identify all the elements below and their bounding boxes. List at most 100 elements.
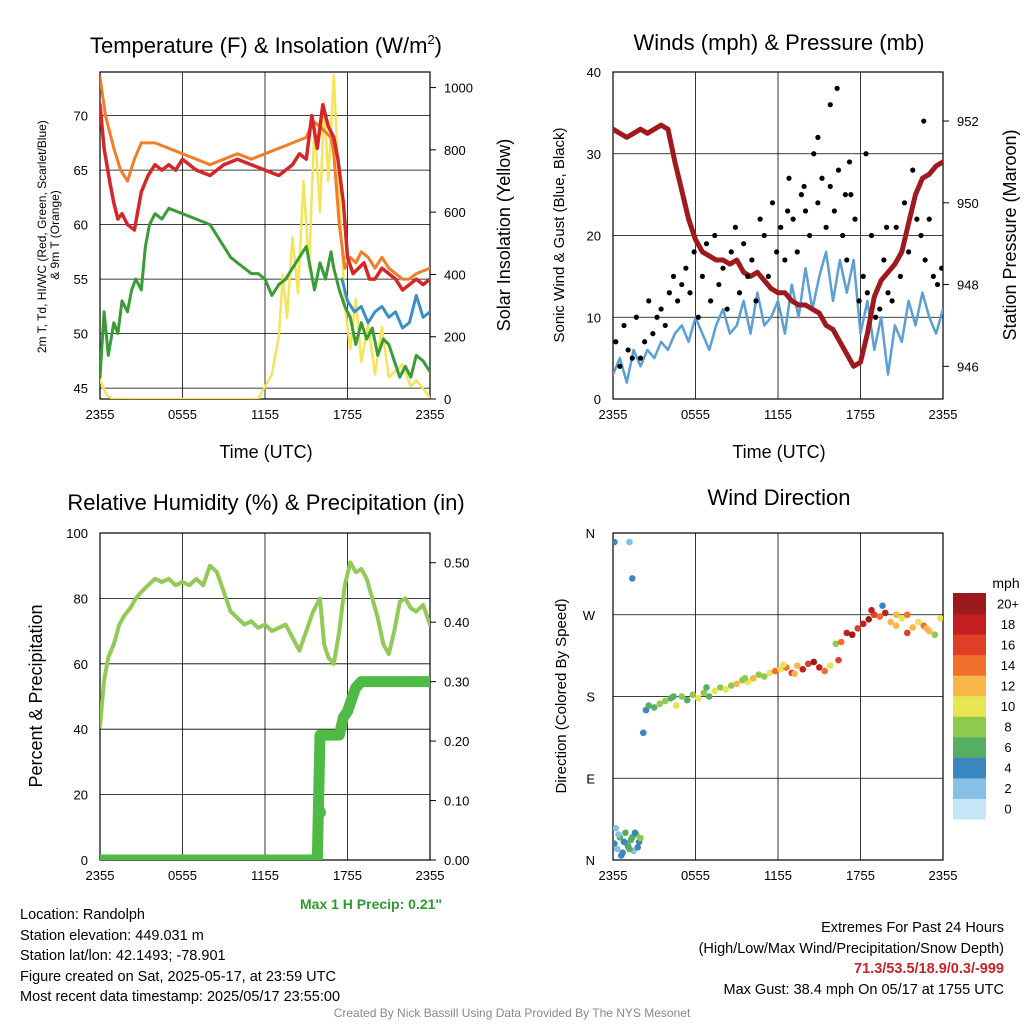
direction-point xyxy=(689,691,697,698)
gust-point xyxy=(785,208,791,214)
y-tick-label: 50 xyxy=(74,327,88,342)
gust-point xyxy=(650,331,656,337)
gust-point xyxy=(790,216,796,222)
gust-point xyxy=(679,281,685,288)
direction-point xyxy=(628,575,636,582)
y-tick-label: S xyxy=(586,690,595,705)
winds-ylabel-left: Sonic Wind & Gust (Blue, Black) xyxy=(551,127,568,342)
colorbar-swatch xyxy=(953,634,986,656)
winds-xlabel: Time (UTC) xyxy=(732,442,825,462)
gust-point xyxy=(716,281,722,288)
direction-point xyxy=(879,602,886,609)
gust-point xyxy=(906,249,912,255)
humidity-panel: Relative Humidity (%) & Precipitation (i… xyxy=(26,490,469,883)
direction-point xyxy=(843,629,851,637)
gust-point xyxy=(662,322,668,329)
direction-point xyxy=(613,840,618,847)
gust-point xyxy=(885,290,891,296)
direction-point xyxy=(661,697,669,705)
extremes-subheading: (High/Low/Max Wind/Precipitation/Snow De… xyxy=(698,940,1004,957)
y-tick-label: 40 xyxy=(74,722,88,737)
direction-point xyxy=(670,693,677,700)
gust-point xyxy=(765,273,771,279)
temperature-panel: Temperature (F) & Insolation (W/m2) Time… xyxy=(35,32,514,462)
gust-point xyxy=(835,167,842,173)
gust-point xyxy=(926,216,932,222)
direction-point xyxy=(683,696,691,704)
direction-point xyxy=(876,613,884,620)
direction-point xyxy=(771,667,779,675)
x-tick-label: 0555 xyxy=(681,407,710,422)
gust-point xyxy=(675,298,681,304)
gust-point xyxy=(683,265,689,271)
y-tick-label: 20 xyxy=(587,229,601,244)
direction-point xyxy=(672,702,680,709)
extremes-values: 71.3/53.5/18.9/0.3/-999 xyxy=(854,961,1004,977)
x-tick-label: 1755 xyxy=(846,407,875,422)
gust-point xyxy=(753,298,759,304)
extremes-info: Extremes For Past 24 Hours (High/Low/Max… xyxy=(699,918,1004,1000)
gust-point xyxy=(654,314,660,320)
temperature-series-line-3 xyxy=(100,206,430,379)
direction-point xyxy=(741,675,749,682)
gust-point xyxy=(782,257,788,263)
direction-point xyxy=(859,620,867,628)
y-tick-label: 55 xyxy=(74,272,88,287)
max-gust: Max Gust: 38.4 mph On 05/17 at 1755 UTC xyxy=(723,981,1004,998)
y2-tick-label: 0.20 xyxy=(444,734,469,749)
direction-point xyxy=(837,638,845,646)
direction-point xyxy=(914,618,922,626)
gust-point xyxy=(794,249,800,255)
direction-point xyxy=(865,615,873,623)
gust-point xyxy=(633,314,639,320)
gust-point xyxy=(629,355,635,361)
gust-point xyxy=(642,339,648,345)
gust-point xyxy=(852,216,858,222)
x-tick-label: 2355 xyxy=(86,407,115,422)
direction-point xyxy=(634,843,642,851)
temperature-series-line-4 xyxy=(340,277,430,330)
y-tick-label: 80 xyxy=(74,591,88,606)
direction-point xyxy=(760,673,768,680)
x-tick-label: 0555 xyxy=(681,868,710,883)
colorbar-label: 20+ xyxy=(997,596,1019,611)
x-tick-label: 0555 xyxy=(168,407,197,422)
x-tick-label: 2355 xyxy=(416,407,445,422)
colorbar-title: mph xyxy=(992,575,1019,591)
gust-point xyxy=(815,200,821,206)
gust-point xyxy=(732,224,738,230)
direction-point xyxy=(626,845,633,853)
direction-point xyxy=(755,671,763,678)
y2-tick-label: 0.50 xyxy=(444,556,469,571)
y-tick-label: N xyxy=(586,853,595,868)
direction-point xyxy=(626,538,633,546)
colorbar-swatch xyxy=(953,757,986,779)
y-tick-label: 10 xyxy=(587,310,601,325)
gust-point xyxy=(873,314,879,320)
gust-point xyxy=(864,290,870,296)
y-tick-label: 60 xyxy=(74,218,88,233)
colorbar-swatch xyxy=(953,654,986,676)
y2-tick-label: 200 xyxy=(444,330,466,345)
x-tick-label: 1155 xyxy=(764,868,792,883)
direction-point xyxy=(848,631,856,639)
gust-point xyxy=(749,257,755,263)
y2-tick-label: 0 xyxy=(444,392,451,407)
direction-point xyxy=(615,831,622,838)
direction-point xyxy=(780,661,787,669)
direction-point xyxy=(766,669,774,677)
winddir-grid xyxy=(612,532,944,861)
gust-point xyxy=(910,167,916,173)
speed-colorbar: 0 2 4 6 8 10 12 14 16 18 20+ xyxy=(953,593,1019,820)
direction-point xyxy=(694,695,702,702)
gust-point xyxy=(778,224,784,230)
temperature-series-line-0 xyxy=(100,73,430,399)
colorbar-label: 16 xyxy=(1001,637,1015,652)
gust-point xyxy=(921,118,927,124)
direction-point xyxy=(898,615,906,622)
x-tick-label: 2355 xyxy=(599,407,628,422)
direction-point xyxy=(799,665,807,673)
gust-point xyxy=(769,200,776,206)
y-tick-label: 70 xyxy=(74,109,88,124)
